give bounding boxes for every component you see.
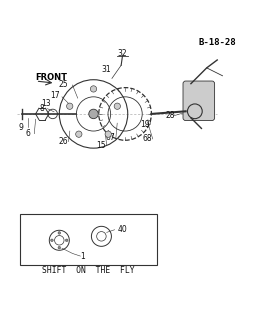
Text: 6: 6 — [25, 129, 30, 138]
Circle shape — [65, 239, 68, 242]
Circle shape — [114, 103, 120, 109]
Text: 32: 32 — [118, 49, 127, 58]
Circle shape — [90, 86, 97, 92]
Circle shape — [76, 131, 82, 137]
Text: B-18-28: B-18-28 — [198, 38, 236, 47]
Text: 1: 1 — [81, 252, 85, 260]
Text: 15: 15 — [97, 141, 106, 150]
Text: 9: 9 — [19, 123, 24, 132]
Text: 8: 8 — [40, 104, 45, 113]
Text: 13: 13 — [41, 99, 51, 108]
Text: 19: 19 — [140, 120, 150, 129]
Text: 67: 67 — [106, 133, 115, 142]
Bar — [20, 214, 157, 265]
Circle shape — [89, 109, 98, 119]
Circle shape — [58, 246, 61, 249]
Text: 31: 31 — [102, 65, 111, 74]
Text: 68: 68 — [143, 134, 152, 143]
Text: 26: 26 — [59, 137, 68, 146]
Text: 28: 28 — [165, 111, 174, 120]
Text: 17: 17 — [51, 91, 60, 100]
Text: 40: 40 — [118, 225, 127, 234]
Text: FRONT: FRONT — [36, 73, 68, 82]
Circle shape — [51, 239, 53, 242]
Circle shape — [58, 232, 61, 234]
Text: 25: 25 — [59, 81, 68, 90]
Circle shape — [66, 103, 73, 109]
FancyBboxPatch shape — [183, 81, 215, 121]
Circle shape — [105, 131, 111, 137]
Text: SHIFT  ON  THE  FLY: SHIFT ON THE FLY — [42, 266, 135, 275]
